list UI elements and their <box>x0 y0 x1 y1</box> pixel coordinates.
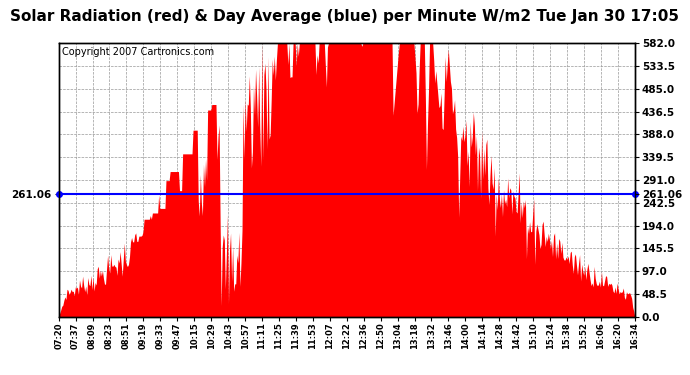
Text: Copyright 2007 Cartronics.com: Copyright 2007 Cartronics.com <box>61 47 214 57</box>
Text: Solar Radiation (red) & Day Average (blue) per Minute W/m2 Tue Jan 30 17:05: Solar Radiation (red) & Day Average (blu… <box>10 9 680 24</box>
